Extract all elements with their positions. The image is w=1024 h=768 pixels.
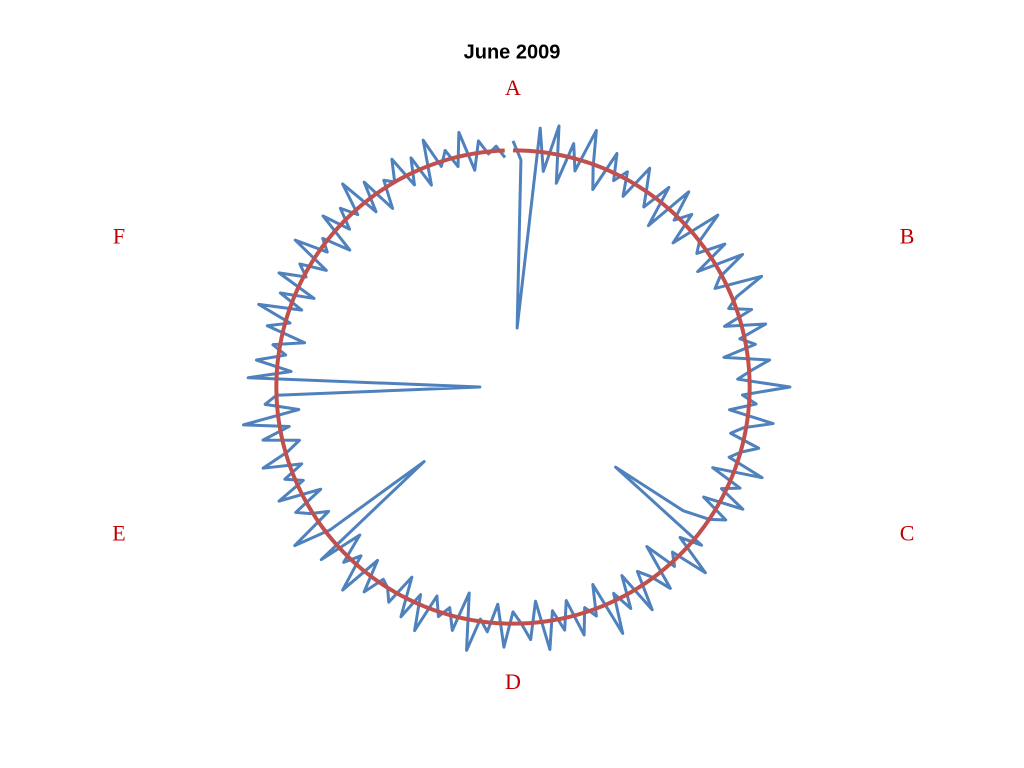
- category-label: E: [112, 521, 125, 546]
- chart-title: June 2009: [464, 41, 561, 63]
- category-label: A: [505, 75, 521, 100]
- series-line: [274, 148, 752, 626]
- category-label: F: [113, 224, 125, 249]
- category-label: C: [900, 521, 915, 546]
- category-label: B: [900, 224, 915, 249]
- category-label: D: [505, 669, 521, 694]
- series-line: [241, 124, 792, 652]
